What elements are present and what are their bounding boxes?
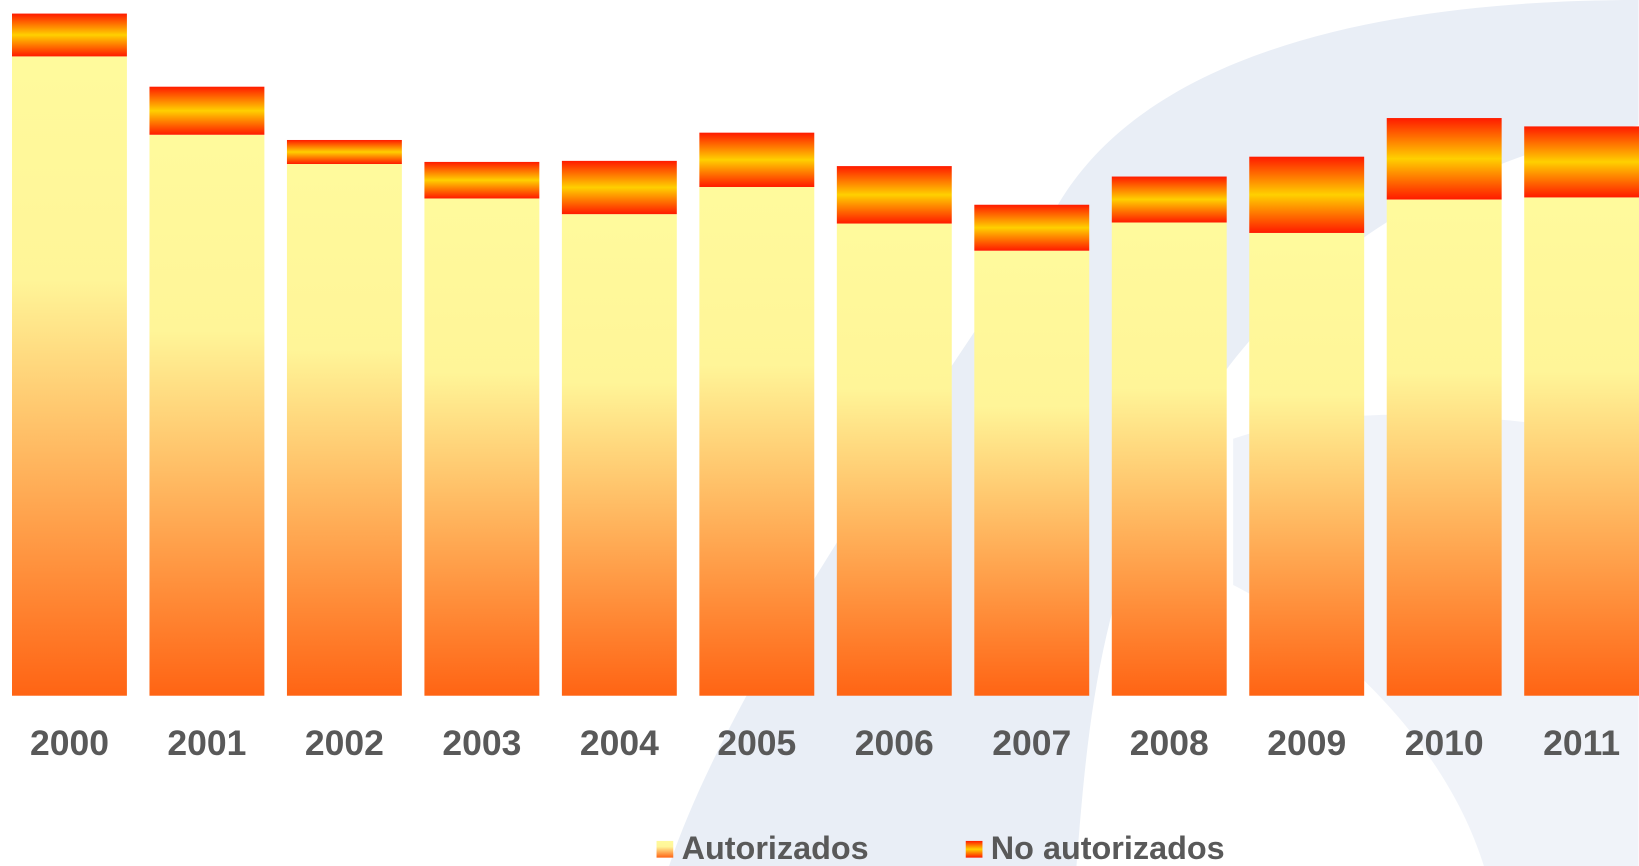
x-tick-label: 2001	[167, 723, 246, 763]
x-tick-label: 2003	[442, 723, 521, 763]
bar-segment	[424, 161, 540, 199]
bar-segment	[1111, 176, 1227, 223]
x-tick-label: 2009	[1267, 723, 1346, 763]
bar-segment	[11, 13, 127, 57]
x-tick-label: 2004	[580, 723, 659, 763]
bar-segment	[1386, 199, 1502, 696]
bar-segment	[1249, 156, 1365, 233]
legend-label: No autorizados	[991, 830, 1225, 866]
legend-swatch	[965, 840, 983, 858]
bar-segment	[1524, 126, 1639, 198]
bar-segment	[149, 134, 265, 696]
bar-segment	[836, 223, 952, 696]
x-tick-label: 2008	[1130, 723, 1209, 763]
bar-segment	[1111, 222, 1227, 696]
bar-segment	[1249, 232, 1365, 696]
bar-segment	[1524, 197, 1639, 696]
x-tick-label: 2005	[717, 723, 796, 763]
x-tick-label: 2000	[30, 723, 109, 763]
legend-label: Autorizados	[682, 830, 869, 866]
bar-segment	[974, 250, 1090, 696]
bar-segment	[561, 214, 677, 696]
x-tick-label: 2010	[1405, 723, 1484, 763]
x-tick-label: 2011	[1543, 723, 1620, 763]
bar-segment	[699, 132, 815, 187]
x-tick-label: 2007	[992, 723, 1071, 763]
bar-segment	[561, 160, 677, 215]
bar-segment	[836, 166, 952, 224]
bar-segment	[424, 198, 540, 696]
x-tick-label: 2002	[305, 723, 384, 763]
bar-segment	[699, 186, 815, 696]
bar-segment	[286, 139, 402, 165]
bar-segment	[11, 56, 127, 696]
legend-swatch	[656, 840, 674, 858]
bar-segment	[974, 204, 1090, 251]
bar-segment	[149, 86, 265, 135]
bar-segment	[1386, 118, 1502, 200]
x-tick-label: 2006	[855, 723, 934, 763]
bar-segment	[286, 164, 402, 696]
